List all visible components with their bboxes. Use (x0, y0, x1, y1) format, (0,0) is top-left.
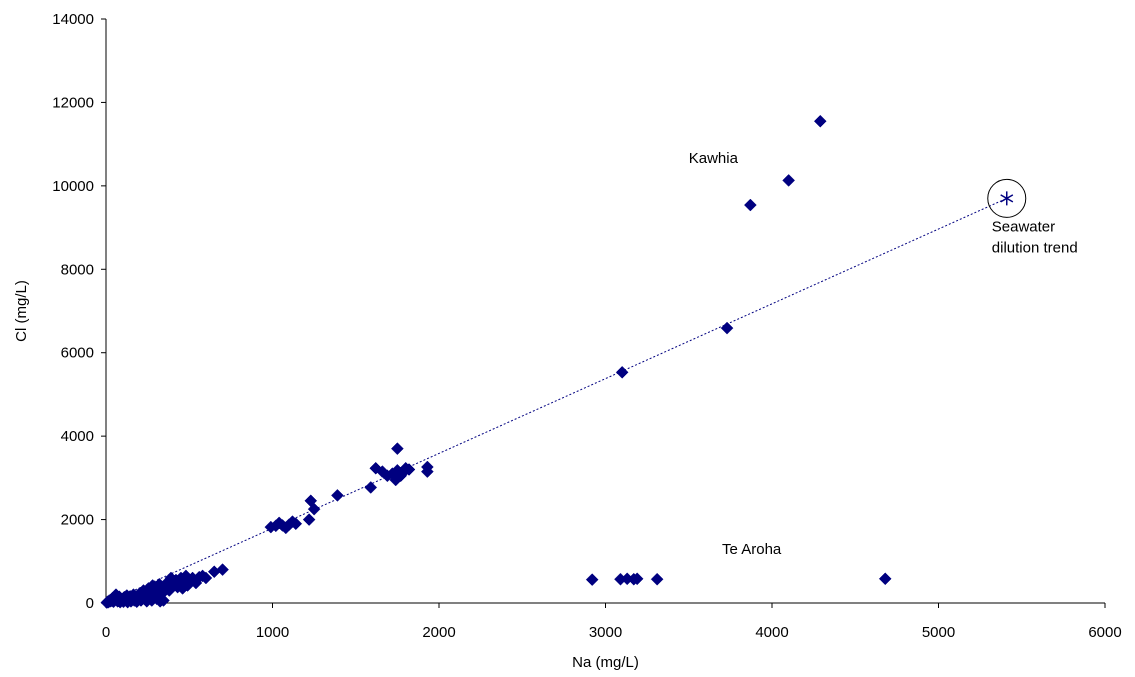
data-point (744, 198, 757, 212)
x-tick-label: 6000 (1088, 624, 1121, 641)
x-tick-label: 4000 (755, 624, 788, 641)
data-point (307, 502, 321, 516)
annotation-label: Te Aroha (722, 541, 782, 558)
trend-line-group (105, 197, 1007, 604)
data-point (630, 572, 644, 586)
annotation-label: dilution trend (992, 240, 1078, 257)
y-tick-label: 8000 (61, 261, 94, 278)
seawater-dilution-trend-line (105, 197, 1007, 604)
y-tick-label: 2000 (61, 512, 94, 529)
data-point (878, 572, 892, 586)
y-tick-label: 10000 (52, 178, 94, 195)
data-point (331, 489, 344, 502)
x-tick-label: 2000 (422, 624, 455, 641)
y-axis-label: Cl (mg/L) (13, 280, 30, 342)
data-point (720, 321, 734, 335)
seawater-marker-group (987, 178, 1027, 218)
data-point (615, 365, 629, 379)
x-tick-label: 0 (102, 624, 110, 641)
y-tick-label: 12000 (52, 94, 94, 111)
annotation-label: Kawhia (689, 150, 739, 167)
data-point (289, 517, 303, 531)
data-point (216, 563, 229, 576)
axes (105, 19, 1105, 604)
data-point (420, 465, 434, 478)
annotation-label: Seawater (992, 219, 1055, 236)
x-tick-label: 3000 (589, 624, 622, 641)
y-tick-label: 4000 (61, 428, 94, 445)
data-point (585, 573, 599, 586)
data-point (813, 114, 827, 128)
seawater-circle (987, 178, 1027, 218)
data-point (402, 463, 416, 476)
data-points (100, 114, 892, 609)
y-tick-label: 6000 (61, 345, 94, 362)
data-point (782, 174, 796, 187)
data-point (391, 442, 404, 456)
data-point (157, 594, 170, 607)
data-point (302, 513, 316, 526)
data-point (650, 572, 664, 586)
seawater-asterisk-stroke (1000, 194, 1014, 203)
data-point (199, 571, 213, 585)
x-axis-label: Na (mg/L) (572, 654, 639, 671)
data-point (364, 481, 378, 494)
y-tick-label: 0 (86, 595, 94, 612)
x-tick-label: 5000 (922, 624, 955, 641)
ticks: 0 1000 2000 3000 4000 5000 6000 0 2000 4000 6000 80… (52, 11, 1121, 641)
y-tick-label: 14000 (52, 11, 94, 28)
x-tick-label: 1000 (256, 624, 289, 641)
annotations: Kawhia Te Aroha Seawater dilution trend (689, 150, 1078, 558)
